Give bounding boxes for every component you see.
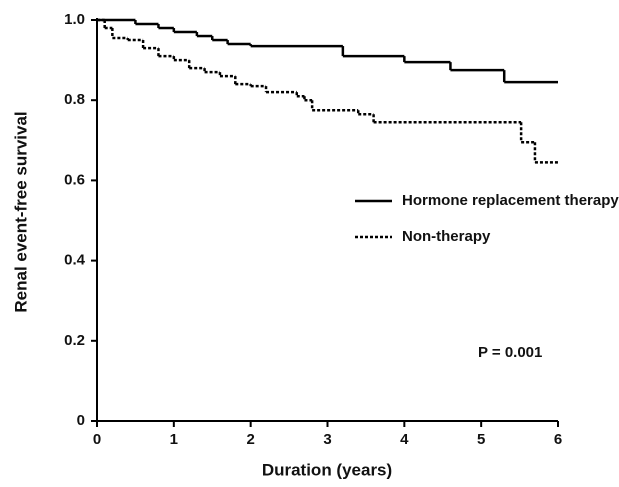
legend-label: Non-therapy — [402, 228, 491, 245]
y-tick-label: 1.0 — [64, 11, 85, 28]
y-tick-label: 0.6 — [64, 171, 85, 188]
x-tick-label: 3 — [323, 431, 331, 448]
y-tick-label: 0.8 — [64, 91, 85, 108]
legend-label: Hormone replacement therapy — [402, 192, 619, 209]
x-tick-label: 1 — [170, 431, 178, 448]
y-tick-label: 0 — [77, 412, 85, 429]
x-tick-label: 5 — [477, 431, 485, 448]
x-axis-title: Duration (years) — [262, 460, 392, 479]
annotation: P = 0.001 — [478, 344, 542, 361]
y-axis-title: Renal event-free survival — [11, 111, 30, 312]
x-tick-label: 2 — [246, 431, 254, 448]
x-tick-label: 0 — [93, 431, 101, 448]
y-tick-label: 0.2 — [64, 332, 85, 349]
x-tick-label: 6 — [554, 431, 562, 448]
x-tick-label: 4 — [400, 431, 409, 448]
y-tick-label: 0.4 — [64, 252, 86, 269]
